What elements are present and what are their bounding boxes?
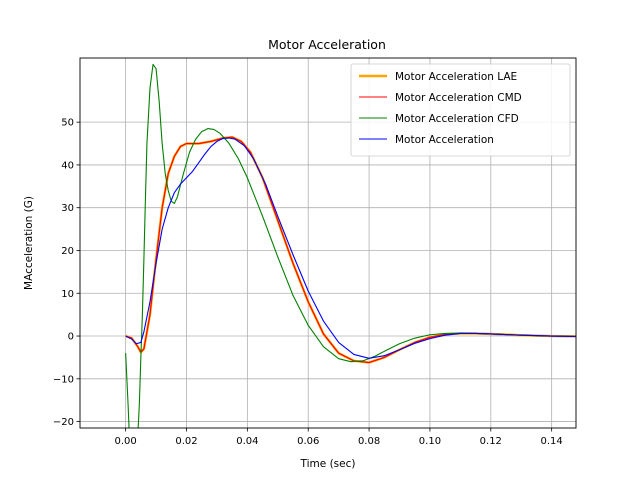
chart-title: Motor Acceleration [268, 37, 386, 52]
legend-label: Motor Acceleration CMD [395, 92, 522, 104]
x-tick-label: 0.00 [115, 436, 137, 447]
x-axis-label: Time (sec) [300, 458, 356, 470]
series-line-motor-acceleration [125, 137, 576, 359]
series-layer [125, 63, 576, 428]
y-tick-label: 20 [61, 246, 74, 257]
y-axis-label: MAcceleration (G) [23, 196, 35, 290]
legend-label: Motor Acceleration CFD [395, 113, 519, 125]
y-tick-label: 50 [61, 118, 74, 129]
x-tick-label: 0.02 [175, 436, 197, 447]
y-tick-label: 30 [61, 203, 74, 214]
legend: Motor Acceleration LAE Motor Acceleration… [350, 63, 571, 157]
legend-label: Motor Acceleration [395, 134, 494, 146]
x-tick-label: 0.10 [419, 436, 441, 447]
x-tick-label: 0.14 [541, 436, 563, 447]
x-tick-label: 0.06 [297, 436, 319, 447]
y-tick-label: 10 [61, 289, 74, 300]
x-tick-label: 0.04 [236, 436, 258, 447]
x-tick-label: 0.08 [358, 436, 380, 447]
legend-label: Motor Acceleration LAE [395, 71, 517, 83]
plot-frame [79, 57, 577, 429]
y-tick-label: −20 [53, 417, 74, 428]
legend-box [350, 63, 571, 157]
ticks: 0.00 0.02 0.04 0.06 0.08 0.10 0.12 0.14 −20 −10 0 1… [53, 118, 563, 447]
x-tick-label: 0.12 [480, 436, 502, 447]
series-line-motor-acceleration-cfd [125, 63, 576, 428]
y-tick-label: 40 [61, 160, 74, 171]
y-tick-label: −10 [53, 374, 74, 385]
y-tick-label: 0 [68, 332, 74, 343]
